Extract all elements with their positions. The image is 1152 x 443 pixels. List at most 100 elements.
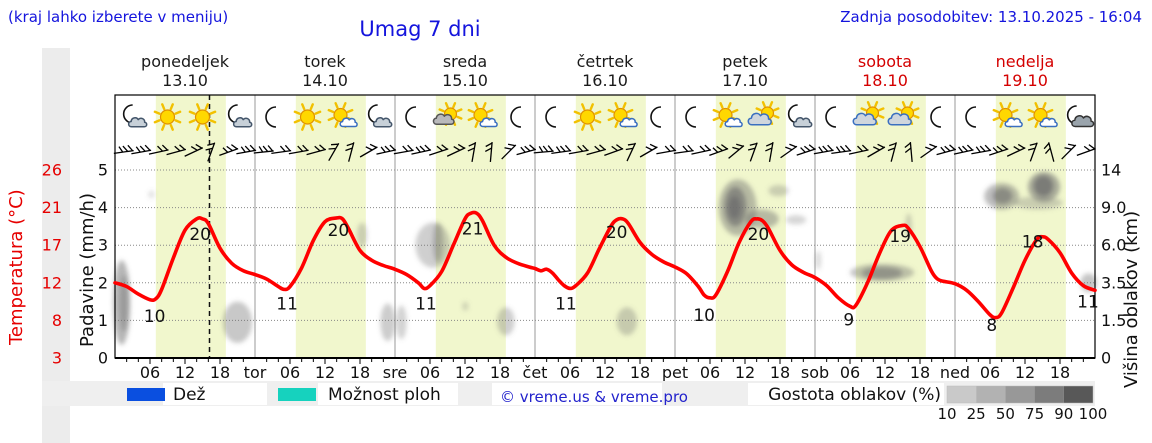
wind-barb-icon bbox=[920, 143, 938, 159]
temp-minmax-label: 11 bbox=[555, 294, 577, 314]
wind-barb-feather bbox=[345, 147, 353, 152]
sun-ray bbox=[334, 121, 339, 128]
wind-barb-feather bbox=[384, 145, 391, 152]
rain-swatch bbox=[127, 388, 165, 401]
wind-barb-shaft bbox=[848, 149, 869, 155]
wind-barb-feather bbox=[314, 145, 321, 152]
wind-barb-feather bbox=[297, 145, 304, 152]
wind-barb-icon bbox=[848, 144, 869, 155]
cloud-density-tick-label: 75 bbox=[1025, 405, 1044, 423]
x-hour-label: 06 bbox=[980, 363, 1000, 382]
wind-barb-shaft bbox=[348, 142, 355, 162]
wind-barb-feather bbox=[1027, 147, 1036, 151]
sun-ray bbox=[474, 121, 479, 128]
x-hour-label: 18 bbox=[210, 363, 230, 382]
x-hour-label: 18 bbox=[490, 363, 510, 382]
wind-barb-feather bbox=[436, 145, 443, 152]
x-hour-label: 12 bbox=[175, 363, 195, 382]
wind-barb-feather bbox=[380, 146, 386, 153]
wind-barb-icon bbox=[953, 144, 974, 155]
sun-ray bbox=[573, 110, 581, 115]
sun-ray bbox=[999, 121, 1004, 128]
sun-ray bbox=[444, 101, 449, 109]
weather-icon-moon bbox=[405, 106, 417, 128]
wind-barb-feather bbox=[520, 146, 526, 153]
sun-ray bbox=[204, 123, 209, 131]
wind-barb-icon bbox=[691, 144, 712, 155]
day-header-name: sreda bbox=[443, 52, 487, 71]
wind-barb-feather bbox=[468, 142, 476, 147]
wind-barb-feather bbox=[627, 143, 636, 146]
wind-barb-shaft bbox=[890, 142, 897, 162]
wind-barb-feather bbox=[205, 147, 213, 151]
cloud-icon bbox=[232, 117, 253, 128]
day-header-date: 17.10 bbox=[722, 71, 768, 90]
cloud-cover-blob bbox=[380, 303, 396, 342]
precip-tick-label: 4 bbox=[98, 198, 108, 217]
sun-ray bbox=[1027, 116, 1035, 122]
sun-ray bbox=[474, 102, 479, 109]
wind-barb-feather bbox=[664, 145, 671, 152]
wind-barb-feather bbox=[940, 146, 946, 153]
day-header-name: četrtek bbox=[577, 52, 635, 71]
x-hour-label: 18 bbox=[630, 363, 650, 382]
moon-icon bbox=[545, 106, 557, 128]
cloud-density-swatch bbox=[947, 386, 977, 403]
sun-ray bbox=[1034, 102, 1039, 109]
cloud-icon bbox=[792, 117, 813, 128]
cloud-height-tick-label: 6.0 bbox=[1101, 236, 1126, 255]
cloud-density-swatch bbox=[1034, 386, 1064, 403]
wind-barb-feather bbox=[975, 146, 981, 153]
temp-minmax-label: 10 bbox=[144, 307, 166, 327]
wind-barb-shaft bbox=[909, 141, 913, 163]
day-header-date: 16.10 bbox=[582, 71, 628, 90]
sun-ray bbox=[860, 107, 867, 112]
wind-barb-shaft bbox=[796, 148, 816, 156]
wind-barb-shaft bbox=[691, 149, 712, 155]
wind-barb-feather bbox=[135, 146, 141, 153]
sun-ray bbox=[755, 107, 762, 112]
wind-barb-feather bbox=[559, 145, 566, 152]
wind-barb-feather bbox=[319, 144, 326, 151]
sun-ray bbox=[719, 121, 724, 128]
copyright-link[interactable]: © vreme.us & vreme.pro bbox=[500, 388, 688, 406]
wind-barb-feather bbox=[789, 143, 797, 148]
wind-barb-feather bbox=[616, 144, 623, 150]
weather-icon-moon bbox=[510, 106, 522, 128]
wind-barb-feather bbox=[835, 146, 841, 153]
wind-barb-feather bbox=[1044, 147, 1051, 154]
wind-barb-feather bbox=[887, 147, 895, 152]
wind-barb-feather bbox=[765, 142, 774, 147]
wind-barb-shaft bbox=[376, 149, 397, 155]
wind-barb-icon bbox=[516, 144, 537, 156]
x-day-abbr: sre bbox=[383, 363, 407, 382]
temperature-curve bbox=[113, 210, 1097, 320]
wind-barb-icon bbox=[673, 144, 694, 155]
sun-ray bbox=[573, 119, 581, 124]
weather-icon-moon bbox=[650, 106, 662, 128]
sun-ray bbox=[169, 123, 174, 131]
wind-barb-feather bbox=[244, 145, 251, 152]
sun-ray bbox=[293, 110, 301, 115]
cloud-cover-blob bbox=[785, 215, 807, 225]
precip-tick-label: 0 bbox=[98, 349, 108, 368]
wind-barb-icon bbox=[288, 144, 309, 155]
wind-barb-feather bbox=[365, 146, 373, 151]
wind-barb-icon bbox=[236, 144, 257, 155]
weather-icon-sun-cloud bbox=[1027, 102, 1058, 128]
wind-barb-feather bbox=[822, 145, 829, 152]
wind-barb-feather bbox=[732, 146, 740, 151]
sun-ray bbox=[581, 103, 586, 111]
wind-barb-feather bbox=[839, 145, 846, 152]
wind-barb-feather bbox=[139, 145, 146, 152]
legend-label-chip bbox=[748, 383, 944, 405]
sun-ray bbox=[456, 108, 463, 113]
wind-barb-icon bbox=[831, 144, 852, 155]
day-header-date: 13.10 bbox=[162, 71, 208, 90]
wind-barb-feather bbox=[669, 144, 676, 151]
weather-icon-sun-cloud bbox=[327, 102, 358, 128]
sun-ray bbox=[174, 110, 182, 115]
cloud-cover-blob bbox=[148, 190, 155, 199]
wind-barb-feather bbox=[827, 144, 834, 151]
wind-barb-feather bbox=[258, 146, 264, 153]
